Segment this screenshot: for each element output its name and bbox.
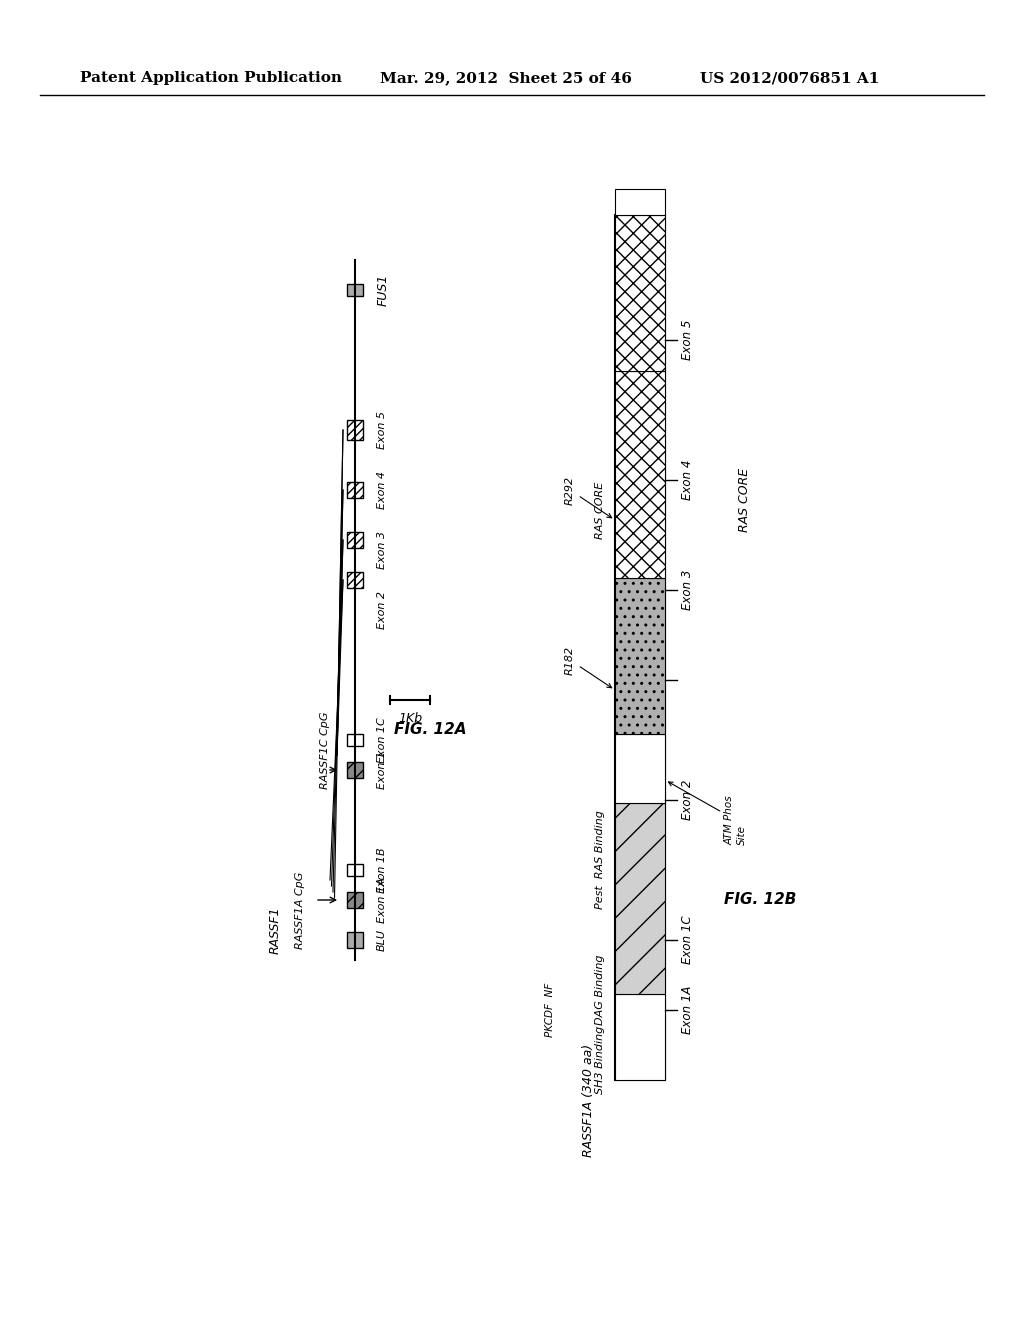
Text: Exon 2: Exon 2 bbox=[681, 780, 694, 820]
Bar bbox=[347, 284, 362, 296]
Text: RAS CORE: RAS CORE bbox=[738, 467, 752, 532]
Text: Exon 2: Exon 2 bbox=[377, 591, 387, 630]
Bar bbox=[347, 865, 362, 876]
Text: 1Kb: 1Kb bbox=[398, 711, 422, 725]
Bar bbox=[615, 803, 665, 994]
Text: BLU: BLU bbox=[377, 929, 387, 950]
Text: FIG. 12B: FIG. 12B bbox=[724, 892, 797, 908]
Bar bbox=[347, 762, 362, 777]
Text: Mar. 29, 2012  Sheet 25 of 46: Mar. 29, 2012 Sheet 25 of 46 bbox=[380, 71, 632, 84]
Text: Patent Application Publication: Patent Application Publication bbox=[80, 71, 342, 84]
Bar bbox=[615, 215, 665, 1080]
Text: Exon 1C: Exon 1C bbox=[681, 916, 694, 965]
Text: RASSF1: RASSF1 bbox=[268, 907, 282, 954]
Bar bbox=[615, 994, 665, 1080]
Bar bbox=[347, 892, 362, 908]
Text: RASSF1A (340 aa): RASSF1A (340 aa) bbox=[582, 1043, 595, 1156]
Text: Exon 1C: Exon 1C bbox=[377, 717, 387, 763]
Bar bbox=[615, 578, 665, 734]
Text: Exon 4: Exon 4 bbox=[377, 471, 387, 510]
Text: Exon 1: Exon 1 bbox=[377, 751, 387, 789]
Text: R182: R182 bbox=[565, 645, 611, 688]
Bar bbox=[615, 734, 665, 803]
Text: US 2012/0076851 A1: US 2012/0076851 A1 bbox=[700, 71, 880, 84]
Bar bbox=[615, 189, 665, 215]
Text: Exon 4: Exon 4 bbox=[681, 459, 694, 500]
Text: DAG Binding: DAG Binding bbox=[595, 954, 605, 1026]
Bar bbox=[615, 371, 665, 578]
Bar bbox=[347, 572, 362, 587]
Bar bbox=[347, 932, 362, 948]
Text: Pest  RAS Binding: Pest RAS Binding bbox=[595, 810, 605, 909]
Text: RASSF1C CpG: RASSF1C CpG bbox=[319, 711, 330, 789]
Bar bbox=[347, 532, 362, 548]
Text: Exon 1A: Exon 1A bbox=[681, 986, 694, 1034]
Text: Exon 1B: Exon 1B bbox=[377, 847, 387, 892]
Text: SH3 Binding: SH3 Binding bbox=[595, 1026, 605, 1094]
Text: Exon 3: Exon 3 bbox=[377, 531, 387, 569]
Text: Exon 5: Exon 5 bbox=[377, 411, 387, 449]
Text: FIG. 12A: FIG. 12A bbox=[394, 722, 466, 738]
Bar bbox=[347, 482, 362, 498]
Text: R292: R292 bbox=[565, 475, 611, 517]
Bar bbox=[347, 734, 362, 746]
Text: Exon 5: Exon 5 bbox=[681, 319, 694, 360]
Text: RASSF1A CpG: RASSF1A CpG bbox=[295, 871, 305, 949]
Text: RAS CORE: RAS CORE bbox=[595, 482, 605, 539]
Bar bbox=[615, 215, 665, 371]
Text: Exon 1A: Exon 1A bbox=[377, 878, 387, 923]
Text: Exon 3: Exon 3 bbox=[681, 570, 694, 610]
Text: FUS1: FUS1 bbox=[377, 273, 390, 306]
Text: ATM Phos
Site: ATM Phos Site bbox=[669, 781, 746, 845]
Bar bbox=[347, 420, 362, 440]
Text: PKCDF  NF: PKCDF NF bbox=[545, 983, 555, 1038]
